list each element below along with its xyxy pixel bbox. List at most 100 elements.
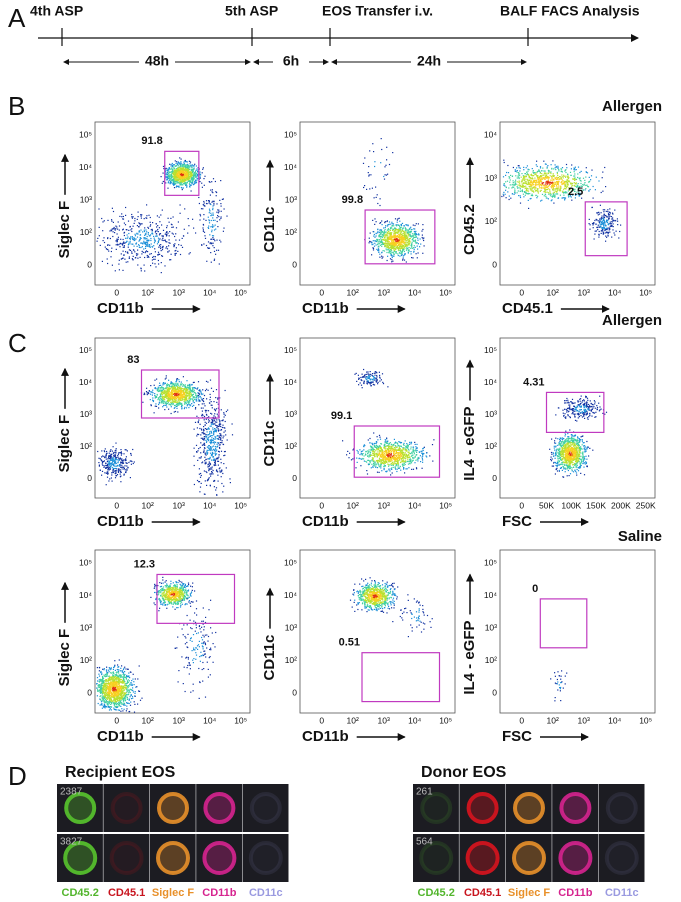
event-dot: [194, 387, 195, 388]
event-dot: [166, 235, 167, 236]
y-tick-label: 10⁵: [79, 129, 92, 139]
event-dot: [399, 234, 400, 235]
event-dot: [574, 177, 575, 178]
event-dot: [211, 437, 212, 438]
event-dot: [150, 385, 151, 386]
event-dot: [146, 391, 147, 392]
event-dot: [565, 188, 566, 189]
event-dot: [183, 396, 184, 397]
event-dot: [218, 465, 219, 466]
event-dot: [613, 220, 614, 221]
event-dot: [417, 246, 418, 247]
event-dot: [112, 460, 113, 461]
event-dot: [108, 455, 109, 456]
event-dot: [381, 244, 382, 245]
event-dot: [151, 392, 152, 393]
event-dot: [390, 238, 391, 239]
event-dot: [405, 243, 406, 244]
event-dot: [189, 404, 190, 405]
event-dot: [565, 177, 566, 178]
event-dot: [394, 233, 395, 234]
event-dot: [110, 457, 111, 458]
event-dot: [510, 198, 511, 199]
x-tick-label: 10²: [547, 287, 559, 297]
event-dot: [391, 222, 392, 223]
event-dot: [183, 183, 184, 184]
event-dot: [523, 179, 524, 180]
event-dot: [386, 240, 387, 241]
interval-label: 48h: [145, 53, 169, 69]
event-dot: [599, 222, 600, 223]
event-dot: [548, 198, 549, 199]
event-dot: [179, 388, 180, 389]
event-dot: [173, 387, 174, 388]
event-dot: [148, 393, 149, 394]
event-dot: [539, 187, 540, 188]
event-dot: [115, 473, 116, 474]
event-dot: [521, 173, 522, 174]
event-dot: [171, 164, 172, 165]
event-dot: [179, 401, 180, 402]
event-dot: [196, 179, 197, 180]
event-dot: [536, 180, 537, 181]
event-dot: [161, 402, 162, 403]
event-dot: [106, 453, 107, 454]
event-dot: [141, 270, 142, 271]
event-dot: [199, 203, 200, 204]
event-dot: [403, 246, 404, 247]
event-dot: [109, 453, 110, 454]
event-dot: [167, 391, 168, 392]
event-dot: [519, 183, 520, 184]
event-dot: [411, 231, 412, 232]
event-dot: [118, 461, 119, 462]
event-dot: [173, 184, 174, 185]
event-dot: [167, 233, 168, 234]
event-dot: [567, 176, 568, 177]
event-dot: [216, 250, 217, 251]
event-dot: [572, 178, 573, 179]
event-dot: [548, 170, 549, 171]
event-dot: [532, 195, 533, 196]
event-dot: [172, 233, 173, 234]
event-dot: [369, 174, 370, 175]
event-dot: [138, 244, 139, 245]
event-dot: [117, 455, 118, 456]
event-dot: [99, 235, 100, 236]
event-dot: [128, 221, 129, 222]
event-dot: [215, 465, 216, 466]
event-dot: [566, 164, 567, 165]
event-dot: [601, 224, 602, 225]
event-dot: [200, 396, 201, 397]
panel-label: B: [8, 91, 25, 121]
event-dot: [412, 257, 413, 258]
event-dot: [201, 408, 202, 409]
event-dot: [412, 242, 413, 243]
event-dot: [562, 191, 563, 192]
condition-label: Allergen: [602, 98, 662, 115]
event-dot: [530, 185, 531, 186]
event-dot: [159, 245, 160, 246]
event-dot: [528, 180, 529, 181]
event-dot: [105, 448, 106, 449]
event-dot: [112, 451, 113, 452]
event-dot: [541, 173, 542, 174]
event-dot: [523, 185, 524, 186]
event-dot: [162, 249, 163, 250]
event-dot: [370, 233, 371, 234]
event-dot: [212, 235, 213, 236]
event-dot: [111, 474, 112, 475]
event-dot: [190, 252, 191, 253]
event-dot: [166, 405, 167, 406]
event-dot: [379, 241, 380, 242]
event-dot: [417, 249, 418, 250]
event-dot: [219, 470, 220, 471]
event-dot: [415, 247, 416, 248]
event-dot: [200, 178, 201, 179]
event-dot: [558, 197, 559, 198]
event-dot: [411, 253, 412, 254]
event-dot: [549, 191, 550, 192]
event-dot: [598, 212, 599, 213]
event-dot: [602, 177, 603, 178]
event-dot: [107, 469, 108, 470]
event-dot: [171, 406, 172, 407]
